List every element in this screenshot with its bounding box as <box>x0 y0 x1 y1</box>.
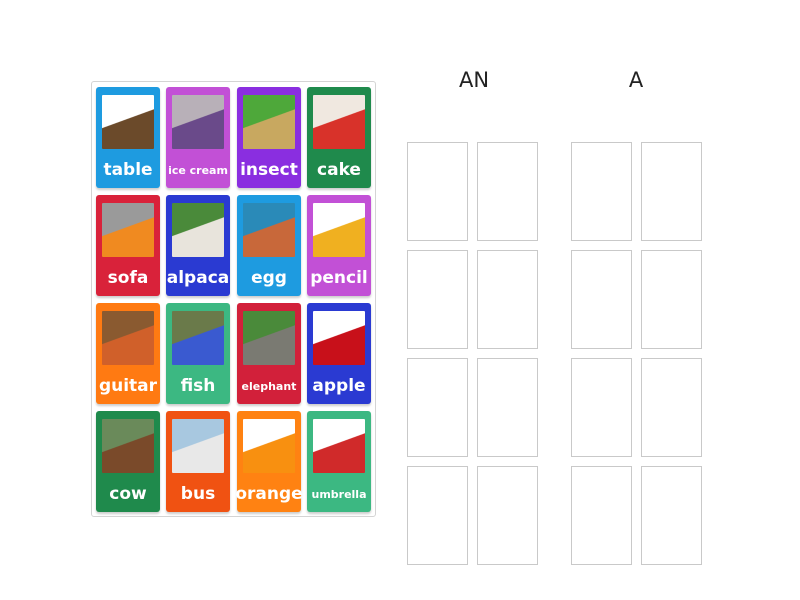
a-drop-slot[interactable] <box>641 250 702 349</box>
bus-image <box>172 419 224 473</box>
card-fish[interactable]: fish <box>166 303 230 404</box>
card-insect[interactable]: insect <box>237 87 301 188</box>
an-drop-slot[interactable] <box>407 250 468 349</box>
an-drop-slot[interactable] <box>477 358 538 457</box>
insect-image <box>243 95 295 149</box>
group-header-an: AN <box>458 68 490 92</box>
elephant-image <box>243 311 295 365</box>
egg-image <box>243 203 295 257</box>
card-label: insect <box>240 159 298 180</box>
card-label: guitar <box>98 375 158 396</box>
apple-image <box>313 311 365 365</box>
card-cake[interactable]: cake <box>307 87 371 188</box>
card-table[interactable]: table <box>96 87 160 188</box>
a-drop-slot[interactable] <box>641 466 702 565</box>
card-tray <box>91 81 376 517</box>
a-drop-slot[interactable] <box>641 142 702 241</box>
an-drop-slot[interactable] <box>407 142 468 241</box>
a-drop-slot[interactable] <box>571 358 632 457</box>
umbrella-image <box>313 419 365 473</box>
cake-image <box>313 95 365 149</box>
card-ice-cream[interactable]: ice cream <box>166 87 230 188</box>
pencil-image <box>313 203 365 257</box>
a-drop-slot[interactable] <box>641 358 702 457</box>
card-label: bus <box>180 483 216 504</box>
card-egg[interactable]: egg <box>237 195 301 296</box>
table-image <box>102 95 154 149</box>
orange-image <box>243 419 295 473</box>
card-elephant[interactable]: elephant <box>237 303 301 404</box>
card-label: cake <box>317 159 361 180</box>
a-drop-slot[interactable] <box>571 466 632 565</box>
fish-image <box>172 311 224 365</box>
card-label: fish <box>180 375 216 396</box>
card-apple[interactable]: apple <box>307 303 371 404</box>
card-alpaca[interactable]: alpaca <box>166 195 230 296</box>
card-label: alpaca <box>166 267 230 288</box>
guitar-image <box>102 311 154 365</box>
card-orange[interactable]: orange <box>235 411 303 512</box>
an-drop-slot[interactable] <box>477 466 538 565</box>
card-label: apple <box>312 375 366 396</box>
card-label: egg <box>251 267 287 288</box>
an-drop-slot[interactable] <box>407 358 468 457</box>
card-sofa[interactable]: sofa <box>96 195 160 296</box>
card-label: elephant <box>241 379 297 393</box>
an-drop-slot[interactable] <box>477 142 538 241</box>
card-bus[interactable]: bus <box>166 411 230 512</box>
ice-cream-image <box>172 95 224 149</box>
card-label: ice cream <box>168 163 228 177</box>
group-header-a: A <box>628 68 644 92</box>
an-drop-slot[interactable] <box>407 466 468 565</box>
a-drop-slot[interactable] <box>571 142 632 241</box>
card-label: table <box>103 159 153 180</box>
card-label: orange <box>235 483 303 504</box>
card-label: pencil <box>310 267 368 288</box>
card-guitar[interactable]: guitar <box>96 303 160 404</box>
an-drop-slot[interactable] <box>477 250 538 349</box>
alpaca-image <box>172 203 224 257</box>
card-label: sofa <box>107 267 149 288</box>
card-cow[interactable]: cow <box>96 411 160 512</box>
cow-image <box>102 419 154 473</box>
card-umbrella[interactable]: umbrella <box>307 411 371 512</box>
card-pencil[interactable]: pencil <box>307 195 371 296</box>
sofa-image <box>102 203 154 257</box>
a-drop-slot[interactable] <box>571 250 632 349</box>
card-label: umbrella <box>311 487 367 501</box>
card-label: cow <box>109 483 147 504</box>
